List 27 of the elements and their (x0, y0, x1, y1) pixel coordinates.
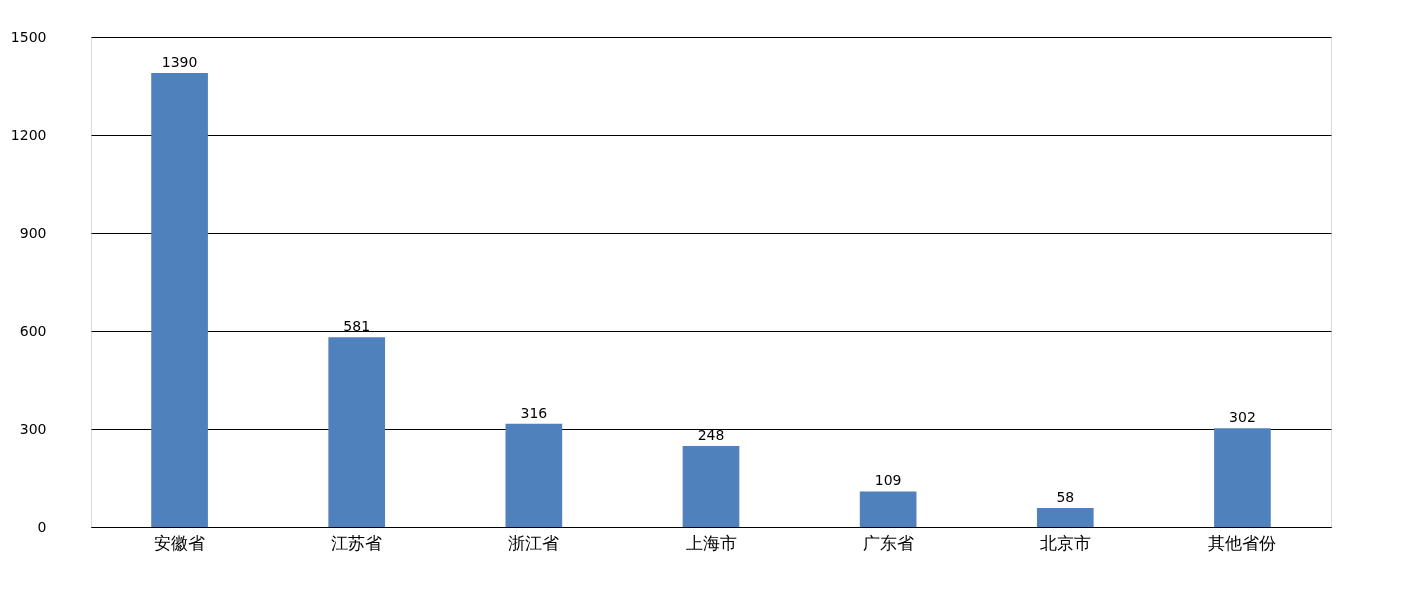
bar (151, 72, 208, 527)
bar (859, 491, 917, 527)
x-tick-label: 广东省 (862, 532, 914, 553)
bar (505, 423, 563, 527)
data-label: 1390 (161, 53, 198, 70)
y-tick-label: 1200 (10, 126, 47, 143)
bar (1036, 508, 1094, 527)
y-tick-label: 1500 (10, 28, 47, 45)
x-tick-label: 江苏省 (331, 532, 383, 553)
x-tick-label: 北京市 (1039, 532, 1091, 553)
y-tick-label: 900 (19, 224, 47, 241)
x-tick-label: 其他省份 (1208, 532, 1277, 553)
bar (328, 337, 386, 527)
bar (682, 445, 740, 527)
data-label: 302 (1229, 409, 1256, 426)
y-tick-label: 300 (19, 420, 47, 437)
bar (1214, 428, 1271, 527)
data-label: 581 (343, 318, 371, 335)
x-tick-label: 上海市 (685, 532, 737, 553)
data-label: 58 (1056, 489, 1075, 506)
x-tick-label: 浙江省 (508, 532, 560, 553)
data-label: 109 (874, 472, 902, 489)
y-tick-label: 0 (37, 518, 47, 535)
x-tick-label: 安徽省 (154, 532, 206, 553)
data-label: 316 (520, 404, 548, 421)
data-label: 248 (697, 426, 725, 443)
y-tick-label: 600 (19, 322, 47, 339)
